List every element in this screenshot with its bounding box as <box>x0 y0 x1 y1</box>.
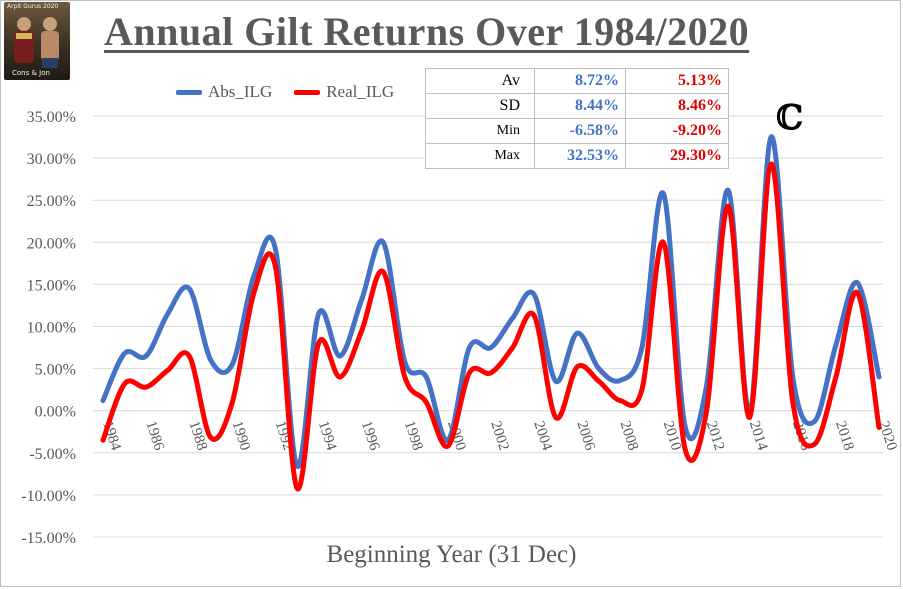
x-tick-label: 2002 <box>487 419 511 452</box>
x-tick-label: 1986 <box>142 419 167 453</box>
stats-real-value: -9.20% <box>625 118 729 144</box>
y-tick-label: 20.00% <box>27 235 76 252</box>
y-tick-label: 5.00% <box>35 362 76 379</box>
two-figures-photo-icon <box>4 2 70 80</box>
y-tick-label: 0.00% <box>35 404 76 421</box>
legend-swatch-real <box>294 89 321 95</box>
gridlines <box>93 115 883 538</box>
chart-title: Annual Gilt Returns Over 1984/2020 <box>104 9 750 54</box>
chart-annotation: ℂ <box>776 98 804 138</box>
y-tick-label: -10.00% <box>21 488 76 505</box>
y-axis-ticks: 35.00% 30.00% 25.00% 20.00% 15.00% 10.00% 5.00… <box>21 109 76 547</box>
y-tick-label: -5.00% <box>29 446 76 463</box>
logo: Arpit Gurus 2020 Cons & Jon <box>4 2 70 80</box>
x-tick-label: 1996 <box>358 419 383 453</box>
logo-top-text: Arpit Gurus 2020 <box>7 3 59 10</box>
stats-row-min: Min -6.58% -9.20% <box>425 118 729 144</box>
stats-label: Max <box>425 143 535 169</box>
x-tick-label: 2004 <box>530 419 555 453</box>
y-tick-label: 30.00% <box>27 151 76 168</box>
stats-real-value: 8.46% <box>625 93 729 119</box>
y-tick-label: 15.00% <box>27 277 76 294</box>
legend-item-real: Real_ILG <box>294 82 394 102</box>
stats-abs-value: -6.58% <box>534 118 626 144</box>
y-tick-label: -15.00% <box>21 530 76 547</box>
legend: Abs_ILG Real_ILG <box>176 82 394 102</box>
stats-real-value: 29.30% <box>625 143 729 169</box>
series-lines <box>100 134 882 492</box>
y-tick-label: 35.00% <box>27 109 76 126</box>
logo-bottom-text: Cons & Jon <box>12 69 50 77</box>
stats-label: Min <box>425 118 535 144</box>
legend-swatch-abs <box>176 89 202 95</box>
x-tick-label: 1990 <box>229 419 253 452</box>
x-tick-label: 2006 <box>573 419 598 453</box>
stats-label: Av <box>425 68 535 94</box>
stats-row-max: Max 32.53% 29.30% <box>425 143 729 169</box>
y-tick-label: 10.00% <box>27 320 76 337</box>
x-tick-label: 1998 <box>401 419 425 452</box>
x-tick-label: 2008 <box>617 419 641 452</box>
stats-abs-value: 32.53% <box>534 143 626 169</box>
y-tick-label: 25.00% <box>27 193 76 210</box>
stats-row-av: Av 8.72% 5.13% <box>425 68 729 94</box>
stats-table: Av 8.72% 5.13% SD 8.44% 8.46% Min -6.58%… <box>425 68 729 169</box>
stats-label: SD <box>425 93 535 119</box>
stats-abs-value: 8.72% <box>534 68 626 94</box>
x-axis-label: Beginning Year (31 Dec) <box>326 541 577 568</box>
stats-real-value: 5.13% <box>625 68 729 94</box>
legend-item-abs: Abs_ILG <box>176 82 272 102</box>
x-tick-label: 2018 <box>832 419 856 452</box>
x-tick-label: 1994 <box>315 419 340 453</box>
series-line-real <box>100 161 882 492</box>
x-tick-label: 2014 <box>746 419 771 453</box>
legend-label-real: Real_ILG <box>326 82 395 101</box>
legend-label-abs: Abs_ILG <box>208 82 273 101</box>
series-line-abs <box>100 134 882 469</box>
stats-abs-value: 8.44% <box>534 93 626 119</box>
stats-row-sd: SD 8.44% 8.46% <box>425 93 729 119</box>
